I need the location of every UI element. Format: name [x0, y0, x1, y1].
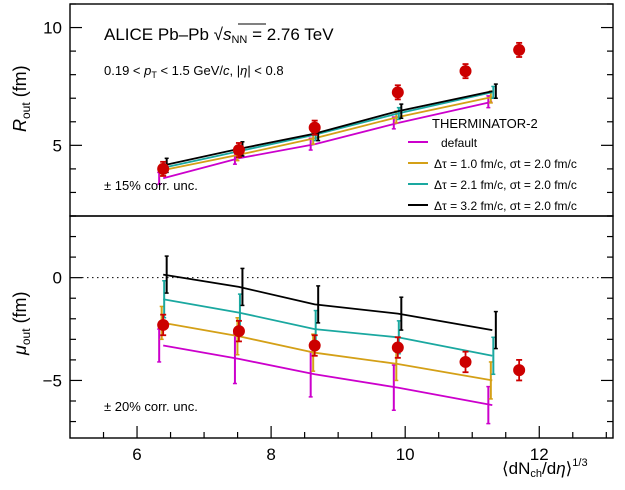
- top-data-point: [391, 86, 404, 99]
- x-tick-label: 10: [396, 445, 415, 464]
- bottom-y-label: μout (fm): [10, 291, 33, 356]
- x-tick-label: 12: [530, 445, 549, 464]
- bottom-y-tick-label: −5: [43, 371, 62, 390]
- legend-entry-dtau-1-0: Δτ = 1.0 fm/c, σt = 2.0 fm/c: [408, 157, 577, 171]
- top-data-point: [157, 162, 170, 175]
- bottom-data-point: [157, 318, 170, 331]
- x-axis-label: ⟨dNch/dη⟩1/3: [502, 457, 588, 480]
- top-y-axis: 5 10: [43, 3, 613, 217]
- bottom-data-points: [157, 313, 526, 382]
- bottom-y-tick-label: 0: [53, 269, 62, 288]
- bottom-data-point: [391, 341, 404, 354]
- top-data-points: [157, 41, 526, 177]
- bottom-axes: −5 0 6 8 10 12: [43, 215, 613, 464]
- bottom-panel-frame: [69, 215, 614, 439]
- legend-label: Δτ = 1.0 fm/c, σt = 2.0 fm/c: [434, 157, 577, 171]
- top-y-tick-label: 10: [43, 19, 62, 38]
- legend-label: Δτ = 2.1 fm/c, σt = 2.0 fm/c: [434, 178, 577, 192]
- top-panel: 5 10 ALICE Pb–Pb √sNN = 2.76 TeV 0.19 < p…: [10, 3, 614, 217]
- legend-title: THERMINATOR-2: [432, 116, 538, 131]
- bottom-data-point: [232, 325, 245, 338]
- bottom-data-point: [308, 339, 321, 352]
- kinematic-cuts: 0.19 < pT < 1.5 GeV/c, |η| < 0.8: [104, 63, 284, 80]
- bottom-panel: −5 0 6 8 10 12 ± 20% corr. unc. μout (fm) ⟨dN…: [10, 215, 614, 480]
- bottom-data-point: [459, 355, 472, 368]
- bottom-corr-unc: ± 20% corr. unc.: [104, 399, 198, 414]
- bottom-series-line-3: [163, 273, 493, 331]
- top-data-point: [459, 65, 472, 78]
- top-data-point: [513, 43, 526, 56]
- bottom-data-point: [513, 364, 526, 377]
- chart-title: ALICE Pb–Pb √sNN = 2.76 TeV: [104, 25, 334, 46]
- top-data-point: [308, 121, 321, 134]
- top-y-label: Rout (fm): [10, 65, 33, 132]
- legend-label: default: [441, 136, 478, 150]
- legend: THERMINATOR-2 default Δτ = 1.0 fm/c, σt …: [408, 116, 577, 213]
- x-tick-label: 8: [266, 445, 275, 464]
- top-data-point: [232, 144, 245, 157]
- legend-label: Δτ = 3.2 fm/c, σt = 2.0 fm/c: [434, 199, 577, 213]
- legend-entry-dtau-2-1: Δτ = 2.1 fm/c, σt = 2.0 fm/c: [408, 178, 577, 192]
- legend-entry-default: default: [408, 136, 478, 150]
- bottom-series-line-0: [163, 344, 493, 406]
- top-y-tick-label: 5: [53, 136, 62, 155]
- legend-entry-dtau-3-2: Δτ = 3.2 fm/c, σt = 2.0 fm/c: [408, 199, 577, 213]
- top-corr-unc: ± 15% corr. unc.: [104, 178, 198, 193]
- x-tick-label: 6: [132, 445, 141, 464]
